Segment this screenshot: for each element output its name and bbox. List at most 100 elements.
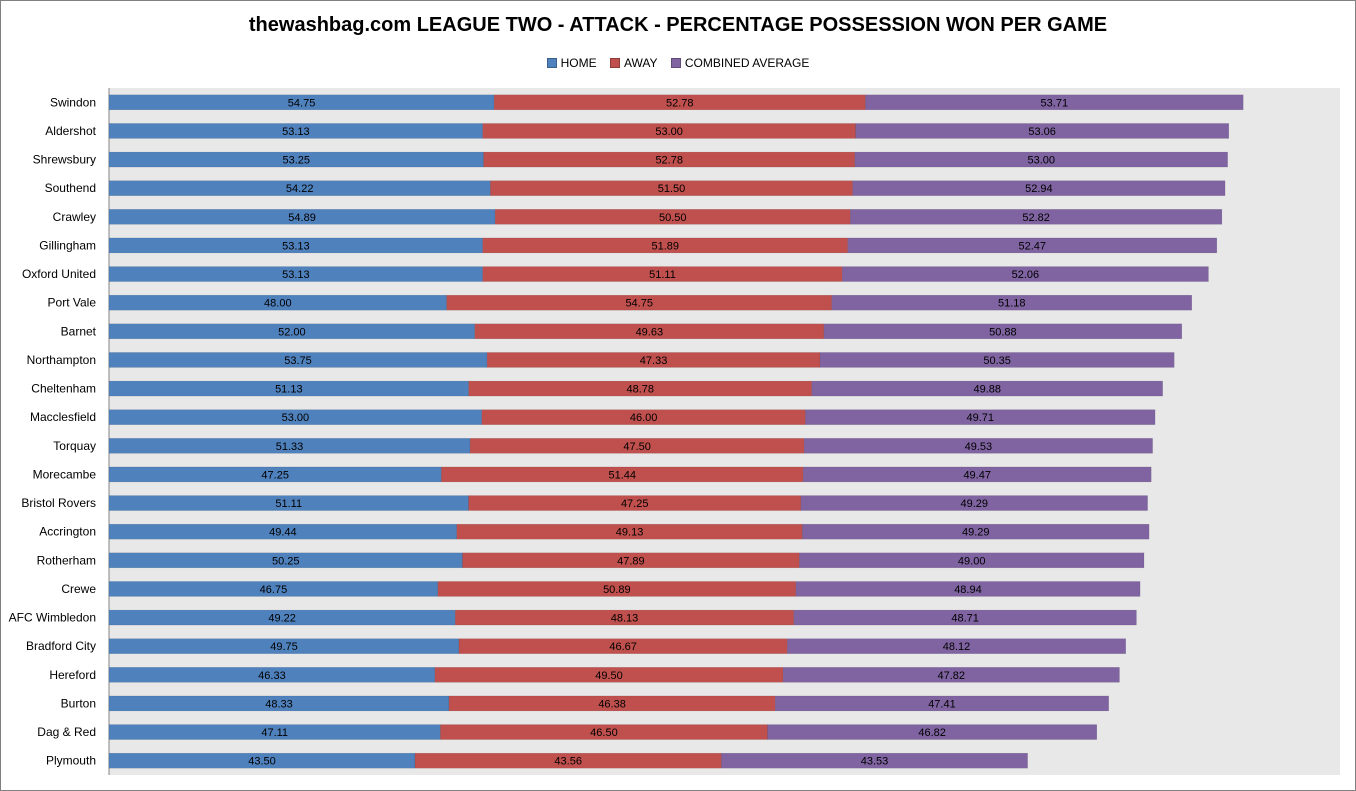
legend-swatch-away — [609, 58, 620, 69]
category-label-torquay: Torquay — [53, 439, 96, 453]
data-label-combined-rotherham: 49.00 — [958, 555, 986, 567]
category-label-bristol-rovers: Bristol Rovers — [21, 496, 96, 510]
bar-combined-aldershot — [855, 123, 1230, 139]
data-label-away-southend: 51.50 — [658, 183, 686, 195]
bar-combined-rotherham — [799, 552, 1145, 569]
data-label-home-swindon: 54.75 — [288, 97, 316, 109]
bar-combined-plymouth — [721, 752, 1028, 769]
category-label-afc-wimbledon: AFC Wimbledon — [9, 611, 96, 625]
data-label-home-macclesfield: 53.00 — [282, 412, 310, 424]
bar-combined-port-vale — [831, 294, 1193, 311]
legend-entry-combined: COMBINED AVERAGE — [670, 55, 810, 71]
data-label-home-rotherham: 50.25 — [272, 555, 300, 567]
data-label-away-oxford-united: 51.11 — [649, 269, 676, 281]
data-label-away-crewe: 50.89 — [603, 584, 631, 596]
data-label-combined-swindon: 53.71 — [1041, 97, 1069, 109]
data-label-home-morecambe: 47.25 — [261, 469, 289, 481]
data-label-combined-morecambe: 49.47 — [963, 469, 991, 481]
data-label-home-crawley: 54.89 — [288, 212, 316, 224]
bar-away-morecambe — [441, 466, 804, 483]
category-label-gillingham: Gillingham — [39, 238, 96, 252]
category-label-aldershot: Aldershot — [45, 124, 96, 138]
category-label-crewe: Crewe — [61, 582, 96, 596]
bar-combined-dag-red — [767, 724, 1098, 740]
data-label-away-plymouth: 43.56 — [554, 756, 582, 768]
data-label-home-gillingham: 53.13 — [282, 240, 310, 252]
category-label-oxford-united: Oxford United — [22, 267, 96, 281]
data-label-away-afc-wimbledon: 48.13 — [611, 613, 639, 625]
bar-combined-southend — [852, 180, 1226, 196]
bar-combined-morecambe — [802, 466, 1152, 483]
legend-swatch-home — [546, 58, 557, 69]
chart-title: thewashbag.com LEAGUE TWO - ATTACK - PER… — [248, 14, 1108, 36]
data-label-combined-bristol-rovers: 49.29 — [960, 498, 988, 510]
data-label-combined-barnet: 50.88 — [989, 326, 1017, 338]
data-label-combined-port-vale: 51.18 — [998, 298, 1026, 310]
data-label-home-northampton: 53.75 — [284, 355, 312, 367]
category-label-port-vale: Port Vale — [48, 296, 97, 310]
data-label-combined-accrington: 49.29 — [962, 527, 990, 539]
legend: HOME AWAY COMBINED AVERAGE — [0, 55, 1356, 70]
data-label-away-bristol-rovers: 47.25 — [621, 498, 649, 510]
bar-away-accrington — [456, 523, 803, 540]
data-label-home-shrewsbury: 53.25 — [283, 155, 311, 167]
data-label-home-bristol-rovers: 51.11 — [275, 498, 302, 510]
bar-combined-macclesfield — [805, 409, 1156, 425]
category-label-morecambe: Morecambe — [33, 467, 97, 481]
bar-combined-bristol-rovers — [800, 495, 1148, 511]
data-label-home-aldershot: 53.13 — [282, 126, 310, 138]
data-label-home-hereford: 46.33 — [258, 670, 286, 682]
data-label-away-cheltenham: 48.78 — [626, 384, 654, 396]
bar-combined-crawley — [850, 209, 1223, 225]
data-label-combined-oxford-united: 52.06 — [1012, 269, 1040, 281]
category-label-bradford-city: Bradford City — [26, 639, 96, 653]
category-label-southend: Southend — [45, 181, 96, 195]
data-label-combined-northampton: 50.35 — [983, 355, 1011, 367]
category-label-barnet: Barnet — [61, 324, 97, 338]
data-label-away-burton: 46.38 — [598, 698, 626, 710]
legend-entry-away: AWAY — [609, 55, 658, 71]
data-label-home-cheltenham: 51.13 — [275, 384, 303, 396]
data-label-home-bradford-city: 49.75 — [270, 641, 298, 653]
legend-label-combined: COMBINED AVERAGE — [684, 56, 810, 71]
bar-combined-burton — [774, 695, 1109, 712]
data-label-away-crawley: 50.50 — [659, 212, 687, 224]
legend-label-home: HOME — [560, 56, 597, 71]
category-label-dag-red: Dag & Red — [37, 725, 96, 739]
data-label-away-aldershot: 53.00 — [655, 126, 683, 138]
data-label-combined-torquay: 49.53 — [965, 441, 993, 453]
data-label-home-port-vale: 48.00 — [264, 298, 292, 310]
bar-combined-hereford — [782, 667, 1120, 683]
data-label-home-crewe: 46.75 — [260, 584, 288, 596]
data-label-combined-aldershot: 53.06 — [1028, 126, 1056, 138]
bar-away-aldershot — [482, 123, 856, 139]
data-label-away-accrington: 49.13 — [616, 527, 644, 539]
data-label-away-bradford-city: 46.67 — [609, 641, 637, 653]
data-label-away-torquay: 47.50 — [623, 441, 651, 453]
data-label-combined-plymouth: 43.53 — [861, 756, 889, 768]
bar-combined-gillingham — [847, 237, 1218, 254]
data-label-combined-burton: 47.41 — [928, 698, 956, 710]
bar-combined-barnet — [823, 323, 1183, 340]
data-label-away-barnet: 49.63 — [636, 326, 664, 338]
bar-combined-shrewsbury — [854, 151, 1228, 168]
data-label-away-rotherham: 47.89 — [617, 555, 645, 567]
category-label-hereford: Hereford — [49, 668, 96, 682]
data-label-combined-afc-wimbledon: 48.71 — [951, 613, 979, 625]
category-label-rotherham: Rotherham — [37, 553, 96, 567]
category-label-accrington: Accrington — [39, 525, 96, 539]
bar-away-oxford-united — [482, 266, 843, 282]
category-label-crawley: Crawley — [53, 210, 96, 224]
bar-combined-oxford-united — [842, 266, 1209, 282]
bar-combined-northampton — [819, 352, 1175, 368]
data-label-away-morecambe: 51.44 — [609, 469, 637, 481]
data-label-combined-gillingham: 52.47 — [1019, 240, 1047, 252]
category-label-burton: Burton — [61, 696, 96, 710]
data-label-combined-hereford: 47.82 — [938, 670, 966, 682]
bar-combined-afc-wimbledon — [793, 609, 1137, 626]
data-label-combined-crawley: 52.82 — [1022, 212, 1050, 224]
bar-combined-torquay — [803, 438, 1153, 454]
data-label-home-southend: 54.22 — [286, 183, 314, 195]
legend-label-away: AWAY — [623, 56, 658, 71]
category-label-shrewsbury: Shrewsbury — [33, 153, 96, 167]
